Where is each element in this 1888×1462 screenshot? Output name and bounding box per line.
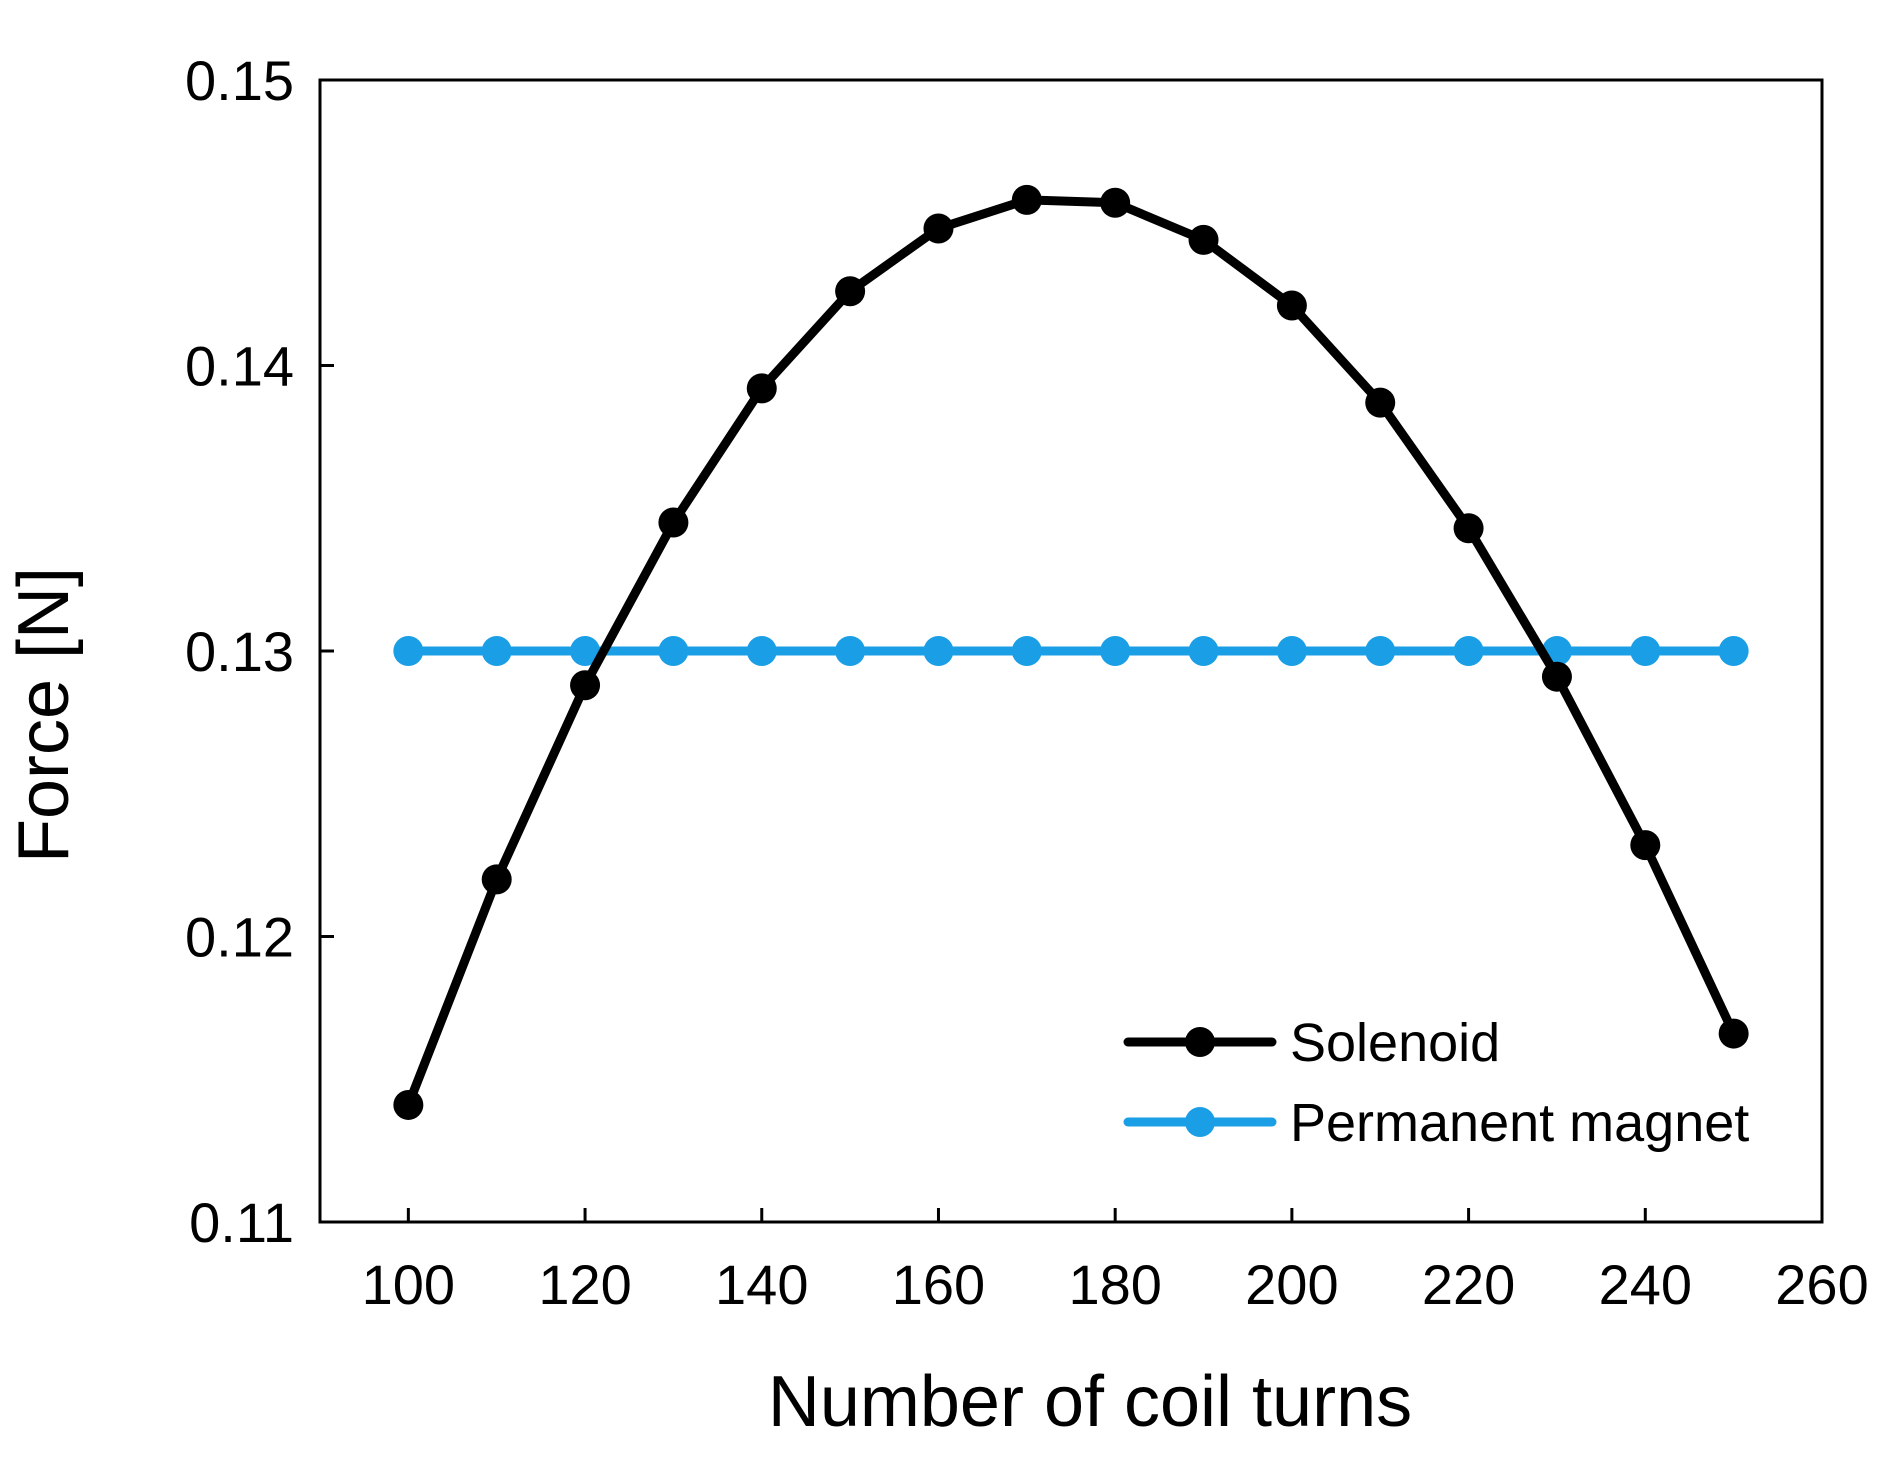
data-point-permanent-magnet bbox=[746, 636, 777, 666]
x-tick-label: 240 bbox=[1599, 1253, 1692, 1316]
data-point-solenoid bbox=[658, 507, 689, 538]
data-point-solenoid bbox=[481, 864, 512, 895]
legend-marker-swatch bbox=[1185, 1107, 1215, 1137]
series-permanent-magnet bbox=[393, 636, 1749, 666]
legend-marker-swatch bbox=[1185, 1027, 1215, 1057]
data-point-permanent-magnet bbox=[1718, 636, 1749, 666]
data-point-solenoid bbox=[1011, 184, 1042, 215]
legend-label: Permanent magnet bbox=[1290, 1093, 1749, 1153]
data-point-solenoid bbox=[1541, 661, 1572, 692]
data-point-solenoid bbox=[1100, 187, 1131, 218]
data-point-permanent-magnet bbox=[393, 636, 424, 666]
legend-entry-solenoid: Solenoid bbox=[1123, 1013, 1500, 1073]
data-point-permanent-magnet bbox=[923, 636, 954, 666]
legend-entry-permanent-magnet: Permanent magnet bbox=[1123, 1093, 1749, 1153]
data-point-solenoid bbox=[570, 670, 601, 701]
x-tick-label: 220 bbox=[1422, 1253, 1515, 1316]
series-solenoid bbox=[393, 184, 1749, 1120]
x-tick-label: 180 bbox=[1068, 1253, 1161, 1316]
data-point-permanent-magnet bbox=[570, 636, 601, 666]
data-point-permanent-magnet bbox=[481, 636, 512, 666]
legend-label: Solenoid bbox=[1290, 1013, 1500, 1073]
y-tick-label: 0.14 bbox=[185, 335, 294, 398]
data-point-solenoid bbox=[1276, 290, 1307, 321]
data-point-solenoid bbox=[835, 276, 866, 307]
x-tick-label: 100 bbox=[362, 1253, 455, 1316]
y-tick-label: 0.15 bbox=[185, 49, 294, 112]
data-point-permanent-magnet bbox=[1011, 636, 1042, 666]
y-tick-label: 0.13 bbox=[185, 620, 294, 683]
x-tick-label: 120 bbox=[538, 1253, 631, 1316]
data-point-permanent-magnet bbox=[658, 636, 689, 666]
y-axis-title: Force [N] bbox=[4, 567, 84, 863]
y-tick-label: 0.12 bbox=[185, 906, 294, 969]
data-point-permanent-magnet bbox=[835, 636, 866, 666]
data-point-solenoid bbox=[1453, 513, 1484, 544]
x-tick-label: 200 bbox=[1245, 1253, 1338, 1316]
data-point-permanent-magnet bbox=[1276, 636, 1307, 666]
series-line-solenoid bbox=[403, 195, 1739, 1110]
x-tick-label: 260 bbox=[1775, 1253, 1868, 1316]
data-point-permanent-magnet bbox=[1453, 636, 1484, 666]
x-tick-label: 140 bbox=[715, 1253, 808, 1316]
x-tick-label: 160 bbox=[892, 1253, 985, 1316]
data-point-solenoid bbox=[746, 373, 777, 404]
data-point-solenoid bbox=[1188, 224, 1219, 255]
data-point-solenoid bbox=[1365, 387, 1396, 418]
data-point-solenoid bbox=[923, 213, 954, 244]
data-point-solenoid bbox=[393, 1089, 424, 1120]
data-point-solenoid bbox=[1718, 1018, 1749, 1049]
data-point-permanent-magnet bbox=[1630, 636, 1661, 666]
data-point-permanent-magnet bbox=[1188, 636, 1219, 666]
x-axis-title: Number of coil turns bbox=[768, 1362, 1412, 1442]
y-tick-label: 0.11 bbox=[189, 1191, 294, 1254]
legend: Solenoid Permanent magnet bbox=[1123, 1013, 1749, 1153]
data-point-solenoid bbox=[1630, 830, 1661, 861]
data-point-permanent-magnet bbox=[1365, 636, 1396, 666]
data-point-permanent-magnet bbox=[1100, 636, 1131, 666]
